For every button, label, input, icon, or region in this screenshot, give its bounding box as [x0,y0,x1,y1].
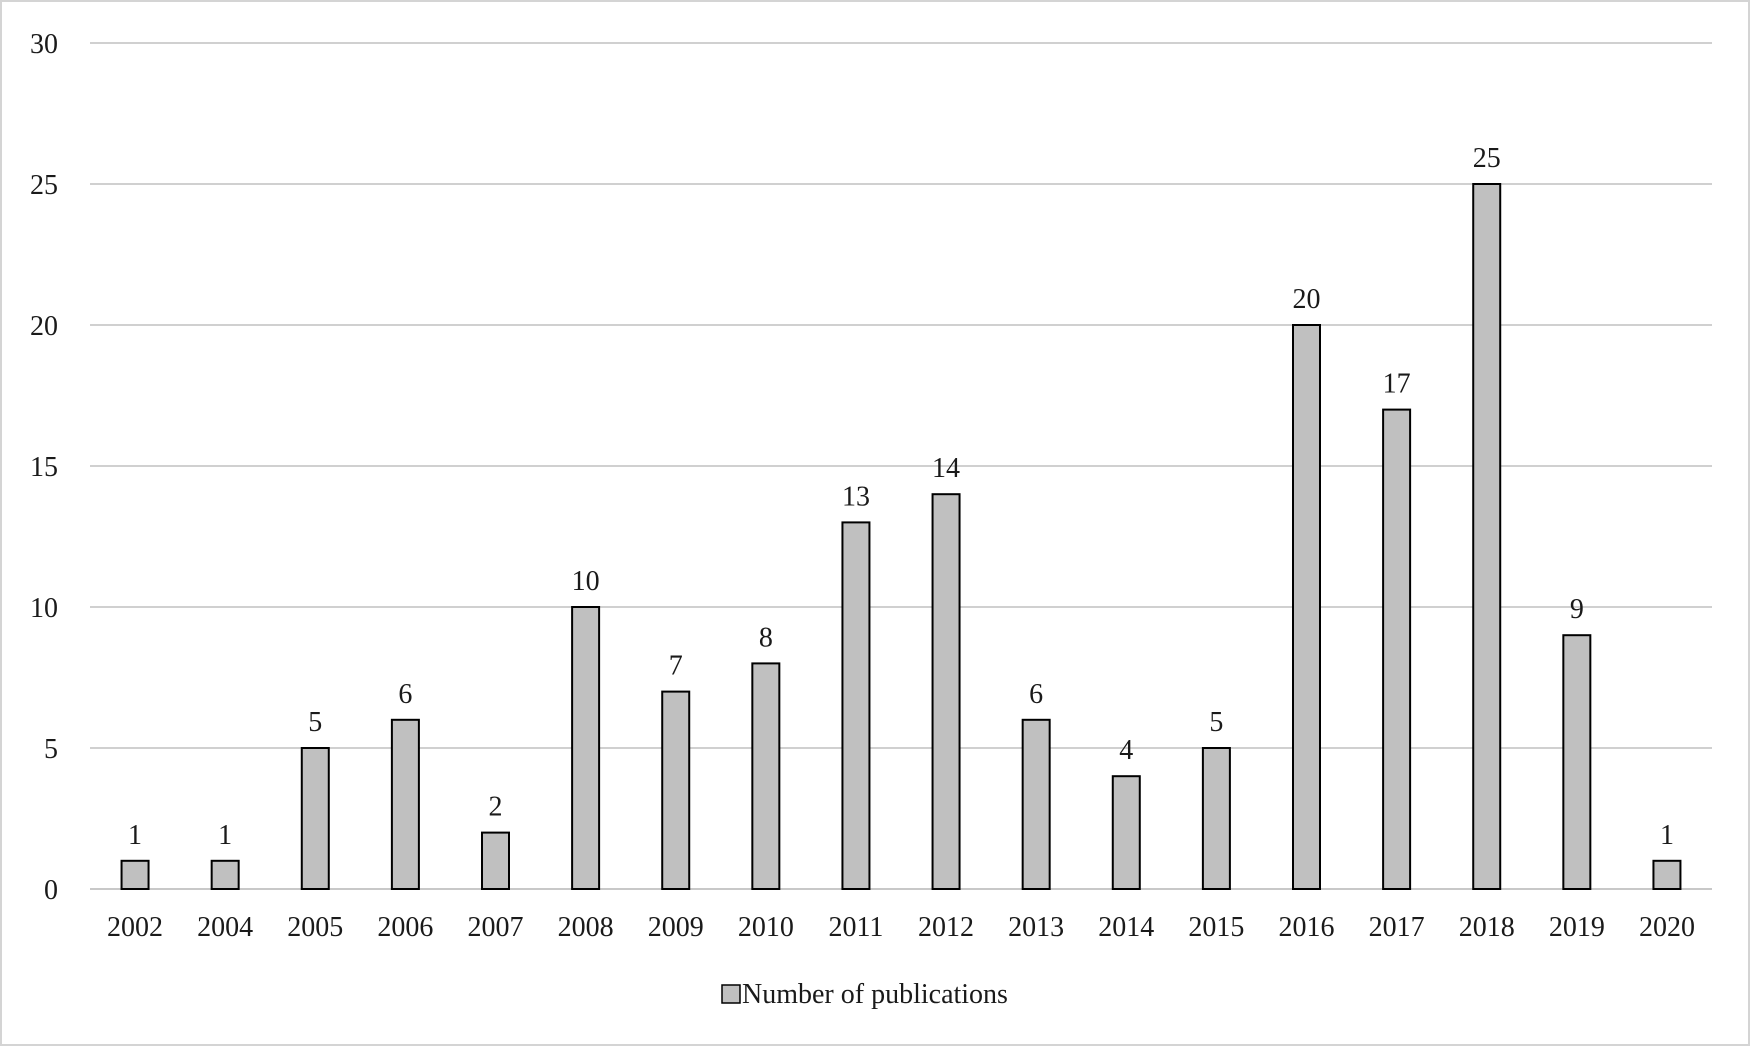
x-tick-label-2012: 2012 [918,912,974,943]
data-label-2014: 4 [1119,735,1133,766]
data-label-2015: 5 [1209,707,1223,738]
bar-2006 [390,718,420,890]
data-label-2008: 10 [572,566,600,597]
data-label-2007: 2 [489,792,503,823]
x-tick-label-2009: 2009 [648,912,704,943]
legend-label: Number of publications [742,979,1008,1010]
bar-2020 [1652,859,1682,890]
x-tick-label-2019: 2019 [1549,912,1605,943]
y-tick-label: 25 [30,170,58,201]
x-tick-label-2004: 2004 [197,912,253,943]
bar-2010 [751,662,781,891]
y-tick-label: 10 [30,593,58,624]
bars [120,183,1682,891]
data-label-2018: 25 [1473,143,1501,174]
y-tick-label: 20 [30,311,58,342]
y-tick-label: 30 [30,29,58,60]
data-label-2013: 6 [1029,679,1043,710]
x-tick-label-2018: 2018 [1459,912,1515,943]
y-tick-label: 5 [44,734,58,765]
bar-2008 [571,606,601,890]
x-tick-label-2008: 2008 [558,912,614,943]
x-tick-label-2002: 2002 [107,912,163,943]
y-tick-label: 0 [44,875,58,906]
x-tick-label-2005: 2005 [287,912,343,943]
x-tick-label-2017: 2017 [1369,912,1425,943]
data-label-2006: 6 [398,679,412,710]
data-label-2004: 1 [218,820,232,851]
data-label-2009: 7 [669,651,683,682]
bar-2002 [120,859,150,890]
bar-2004 [210,859,240,890]
bar-2016 [1292,324,1321,890]
legend-swatch [721,984,741,1004]
data-label-2002: 1 [128,820,142,851]
bar-2009 [661,690,691,890]
data-label-2012: 14 [932,453,960,484]
x-tick-label-2010: 2010 [738,912,794,943]
bar-2014 [1111,775,1141,891]
x-tick-label-2020: 2020 [1639,912,1695,943]
x-tick-label-2013: 2013 [1008,912,1064,943]
bar-2012 [931,493,961,890]
bar-2015 [1201,747,1231,890]
bar-2007 [481,831,510,890]
data-label-2005: 5 [308,707,322,738]
data-label-2017: 17 [1383,369,1411,400]
x-tick-label-2007: 2007 [468,912,524,943]
bar-2005 [300,747,330,890]
x-tick-label-2016: 2016 [1279,912,1335,943]
data-label-2010: 8 [759,622,773,653]
x-tick-label-2006: 2006 [377,912,433,943]
x-tick-label-2014: 2014 [1098,912,1154,943]
gridlines [90,42,1712,890]
bar-2013 [1021,718,1051,890]
bar-2017 [1382,408,1412,890]
y-tick-label: 15 [30,452,58,483]
x-tick-label-2011: 2011 [828,912,883,943]
data-labels: 1 1 5 6 2 10 7 8 13 14 6 4 5 20 17 25 9 1 [128,143,1674,851]
data-label-2020: 1 [1660,820,1674,851]
data-label-2016: 20 [1293,284,1321,315]
x-axis-tick-labels: 2002 2004 2005 2006 2007 2008 2009 2010 2011 2012… [107,912,1695,943]
bar-2019 [1562,634,1592,891]
x-tick-label-2015: 2015 [1188,912,1244,943]
data-label-2019: 9 [1570,594,1584,625]
legend: Number of publications [721,979,1008,1010]
y-axis-tick-labels: 0 5 10 15 20 25 30 [30,29,58,906]
bar-2018 [1472,183,1502,890]
bar-2011 [841,521,871,891]
data-label-2011: 13 [842,481,870,512]
